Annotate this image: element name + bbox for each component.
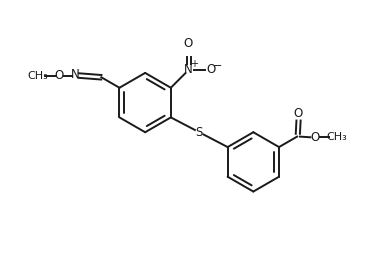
Text: CH₃: CH₃: [327, 132, 347, 142]
Text: N: N: [71, 68, 80, 81]
Text: O: O: [55, 69, 64, 82]
Text: O: O: [184, 37, 193, 50]
Text: CH₃: CH₃: [28, 71, 48, 81]
Text: O: O: [293, 107, 303, 120]
Text: +: +: [190, 59, 198, 69]
Text: O: O: [206, 64, 216, 76]
Text: N: N: [184, 64, 193, 76]
Text: O: O: [311, 131, 320, 144]
Text: −: −: [213, 61, 223, 71]
Text: S: S: [196, 126, 203, 139]
